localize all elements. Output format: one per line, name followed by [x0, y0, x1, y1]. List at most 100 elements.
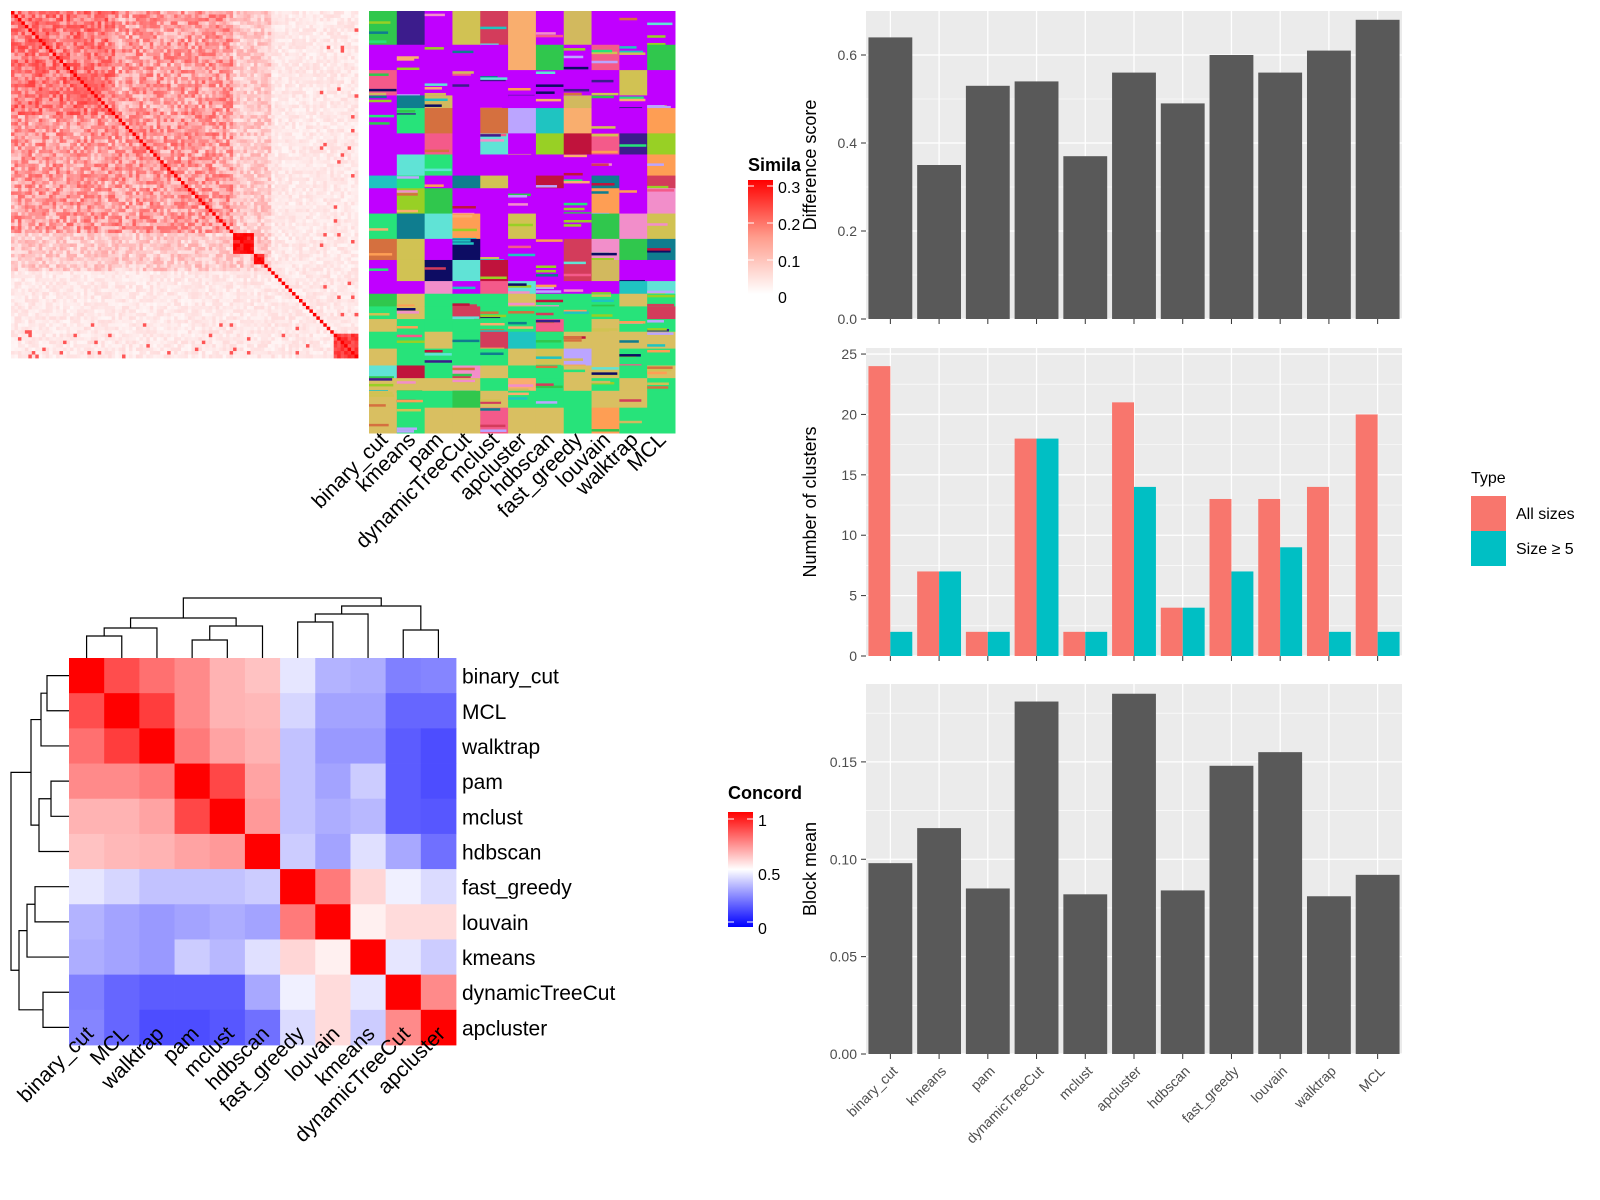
bar: [1160, 890, 1205, 1054]
left-dendrogram-branch: [42, 991, 69, 1029]
concordance-cell: [420, 904, 457, 940]
concordance-cell: [280, 658, 316, 694]
concordance-cell: [104, 833, 140, 870]
top-dendrogram-branch: [191, 639, 228, 658]
y-tick-label: 0.00: [830, 1046, 857, 1062]
concordance-cell: [385, 974, 422, 1011]
y-tick-label: 0.10: [830, 851, 857, 867]
concordance-cell: [104, 974, 140, 1011]
bar: [1014, 701, 1059, 1054]
concordance-cell: [315, 658, 351, 694]
y-tick-label: 10: [841, 527, 857, 543]
concordance-cell: [209, 939, 246, 976]
x-tick-label: binary_cut: [844, 1063, 901, 1120]
type-legend: Type All sizes Size ≥ 5: [1471, 470, 1575, 566]
concordance-cell: [104, 869, 140, 905]
concordance-cell: [315, 939, 351, 976]
bar-all-sizes: [868, 366, 891, 656]
concordance-cell: [350, 869, 387, 905]
bar-size5: [1085, 631, 1108, 656]
concordance-cell: [420, 833, 457, 870]
concordance-cell: [315, 974, 351, 1011]
concordance-cell: [350, 974, 387, 1011]
bar-all-sizes: [1209, 498, 1232, 656]
top-dendrogram-branch: [314, 613, 369, 658]
left-dendrogram-branch: [40, 692, 69, 747]
cluster-membership-heatmap: [369, 11, 676, 434]
concordance-cell: [420, 658, 457, 694]
y-tick-label: 0.6: [838, 47, 858, 63]
y-tick-label: 0: [849, 648, 857, 664]
concordance-row-label: binary_cut: [462, 666, 559, 689]
concordance-cell: [350, 1009, 387, 1046]
concordance-cell: [315, 1009, 351, 1046]
y-tick-label: 0.15: [830, 754, 857, 770]
bar-all-sizes: [1112, 402, 1134, 656]
concordance-cell: [69, 974, 105, 1011]
bar: [1063, 894, 1108, 1054]
concordance-cell: [350, 833, 387, 870]
concordance-cell: [350, 763, 387, 800]
bar: [1355, 19, 1400, 320]
concordance-cell: [139, 904, 175, 940]
concordance-legend-tick: 1: [758, 813, 767, 830]
concordance-cell: [139, 693, 175, 729]
similarity-legend-tick: 0: [778, 290, 787, 307]
left-dendrogram-branch: [10, 771, 31, 971]
similarity-heatmap: [11, 11, 359, 359]
concordance-cell: [174, 939, 211, 976]
concordance-cell: [315, 869, 351, 905]
concordance-cell: [104, 728, 140, 764]
top-dendrogram-branch: [182, 597, 382, 618]
concordance-row-label: mclust: [462, 806, 523, 829]
concordance-row-label: louvain: [462, 912, 529, 935]
concordance-cell: [69, 869, 105, 905]
concordance-cell: [244, 869, 281, 905]
x-tick-label: walktrap: [1290, 1063, 1339, 1112]
left-dendrogram-branch: [18, 930, 43, 1011]
bar: [1160, 103, 1205, 320]
x-tick-label: MCL: [1356, 1063, 1388, 1095]
y-tick-label: 5: [849, 588, 857, 604]
concordance-cell: [244, 974, 281, 1011]
concordance-cell: [174, 658, 211, 694]
concordance-cell: [385, 798, 422, 835]
bar-size5: [1182, 607, 1205, 656]
concordance-cell: [244, 904, 281, 940]
concordance-cell: [174, 763, 211, 800]
concordance-cell: [420, 974, 457, 1011]
concordance-cell: [174, 693, 211, 729]
concordance-cell: [69, 763, 105, 800]
y-tick-label: 0.2: [838, 223, 858, 239]
concordance-cell: [209, 869, 246, 905]
concordance-cell: [174, 869, 211, 905]
top-dendrogram-branch: [103, 627, 158, 658]
concordance-cell: [209, 1009, 246, 1046]
concordance-cell: [209, 974, 246, 1011]
bar: [1258, 752, 1303, 1054]
bar: [1112, 693, 1156, 1054]
concordance-row-label: pam: [462, 771, 503, 794]
concordance-cell: [139, 798, 175, 835]
concordance-cell: [104, 658, 140, 694]
concordance-cell: [139, 833, 175, 870]
concordance-column-label: binary_cut: [13, 1022, 98, 1107]
concordance-cell: [69, 939, 105, 976]
concordance-cell: [280, 1009, 316, 1046]
bar-all-sizes: [1306, 486, 1329, 656]
similarity-legend-colorbar: [748, 180, 773, 294]
concordance-cell: [420, 763, 457, 800]
bar-size5: [1377, 631, 1400, 656]
concordance-cell: [174, 833, 211, 870]
bar: [917, 828, 962, 1054]
concordance-cell: [174, 1009, 211, 1046]
concordance-cell: [315, 904, 351, 940]
bar: [1112, 72, 1156, 319]
concordance-cell: [420, 939, 457, 976]
concordance-legend-colorbar: [728, 812, 753, 927]
concordance-cell: [385, 693, 422, 729]
concordance-cell: [350, 728, 387, 764]
concordance-cell: [69, 1009, 105, 1046]
concordance-cell: [385, 833, 422, 870]
concordance-cell: [139, 869, 175, 905]
